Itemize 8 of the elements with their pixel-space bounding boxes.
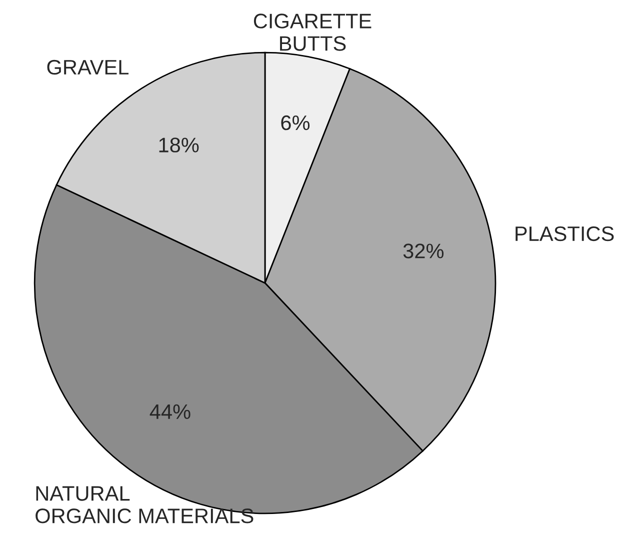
data-label: 32%	[403, 244, 444, 258]
slice-label: PLASTICS	[516, 226, 614, 242]
data-label: 6%	[281, 115, 310, 130]
slice-label: NATURAL ORGANIC MATERIALS	[36, 486, 254, 524]
data-label: 18%	[159, 138, 199, 152]
slice-label: CIGARETTE BUTTS	[254, 14, 372, 51]
data-label: 44%	[150, 404, 190, 419]
slice-label: GRAVEL	[47, 60, 129, 75]
